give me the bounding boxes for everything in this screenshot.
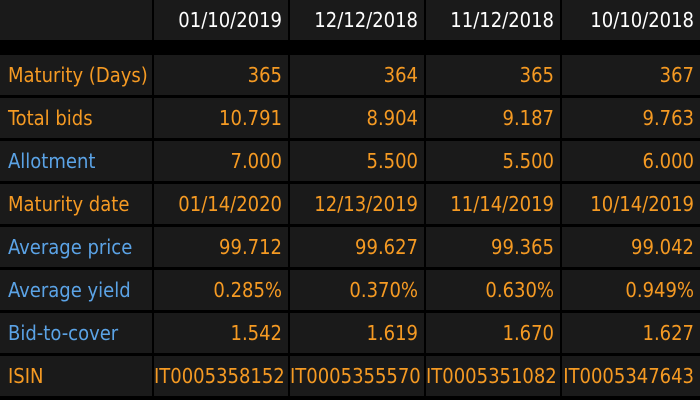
header-row: 01/10/2019 12/12/2018 11/12/2018 10/10/2… bbox=[0, 0, 700, 42]
row-value: 1.542 bbox=[154, 313, 288, 353]
table-row-total-bids: Total bids 10.791 8.904 9.187 9.763 bbox=[0, 98, 700, 140]
header-date-3: 11/12/2018 bbox=[426, 0, 560, 40]
row-value: 10.791 bbox=[154, 98, 288, 138]
row-value: 8.904 bbox=[290, 98, 424, 138]
table-row-average-yield: Average yield 0.285% 0.370% 0.630% 0.949… bbox=[0, 270, 700, 312]
row-value: 11/14/2019 bbox=[426, 184, 560, 224]
row-value: 6.000 bbox=[562, 141, 700, 181]
header-date-4: 10/10/2018 bbox=[562, 0, 700, 40]
row-label: Average yield bbox=[0, 270, 152, 310]
row-value: 367 bbox=[562, 55, 700, 95]
row-value: 364 bbox=[290, 55, 424, 95]
row-value: 01/14/2020 bbox=[154, 184, 288, 224]
row-label: Maturity date bbox=[0, 184, 152, 224]
row-label: Total bids bbox=[0, 98, 152, 138]
row-value: 10/14/2019 bbox=[562, 184, 700, 224]
row-value: 0.949% bbox=[562, 270, 700, 310]
row-value: 0.285% bbox=[154, 270, 288, 310]
row-value: IT0005351082 bbox=[426, 356, 560, 396]
row-value: 365 bbox=[154, 55, 288, 95]
row-value: 5.500 bbox=[290, 141, 424, 181]
row-value: 365 bbox=[426, 55, 560, 95]
table-row-bid-to-cover: Bid-to-cover 1.542 1.619 1.670 1.627 bbox=[0, 313, 700, 355]
row-value: IT0005358152 bbox=[154, 356, 288, 396]
row-value: 1.627 bbox=[562, 313, 700, 353]
row-value: 99.042 bbox=[562, 227, 700, 267]
row-value: 12/13/2019 bbox=[290, 184, 424, 224]
header-date-1: 01/10/2019 bbox=[154, 0, 288, 40]
row-value: 5.500 bbox=[426, 141, 560, 181]
row-value: 1.619 bbox=[290, 313, 424, 353]
row-value: 0.630% bbox=[426, 270, 560, 310]
row-value: IT0005355570 bbox=[290, 356, 424, 396]
row-value: 9.763 bbox=[562, 98, 700, 138]
row-value: 99.627 bbox=[290, 227, 424, 267]
table-row-maturity-days: Maturity (Days) 365 364 365 367 bbox=[0, 55, 700, 97]
row-label: Allotment bbox=[0, 141, 152, 181]
row-value: 9.187 bbox=[426, 98, 560, 138]
table-row-maturity-date: Maturity date 01/14/2020 12/13/2019 11/1… bbox=[0, 184, 700, 226]
header-corner-cell bbox=[0, 0, 152, 40]
row-label: ISIN bbox=[0, 356, 152, 396]
table-row-isin: ISIN IT0005358152 IT0005355570 IT0005351… bbox=[0, 356, 700, 398]
table-row-allotment: Allotment 7.000 5.500 5.500 6.000 bbox=[0, 141, 700, 183]
row-value: 1.670 bbox=[426, 313, 560, 353]
row-value: 99.712 bbox=[154, 227, 288, 267]
header-date-2: 12/12/2018 bbox=[290, 0, 424, 40]
row-value: 99.365 bbox=[426, 227, 560, 267]
row-label: Bid-to-cover bbox=[0, 313, 152, 353]
row-value: 0.370% bbox=[290, 270, 424, 310]
row-value: 7.000 bbox=[154, 141, 288, 181]
row-label: Maturity (Days) bbox=[0, 55, 152, 95]
row-label: Average price bbox=[0, 227, 152, 267]
row-value: IT0005347643 bbox=[562, 356, 700, 396]
table-row-average-price: Average price 99.712 99.627 99.365 99.04… bbox=[0, 227, 700, 269]
